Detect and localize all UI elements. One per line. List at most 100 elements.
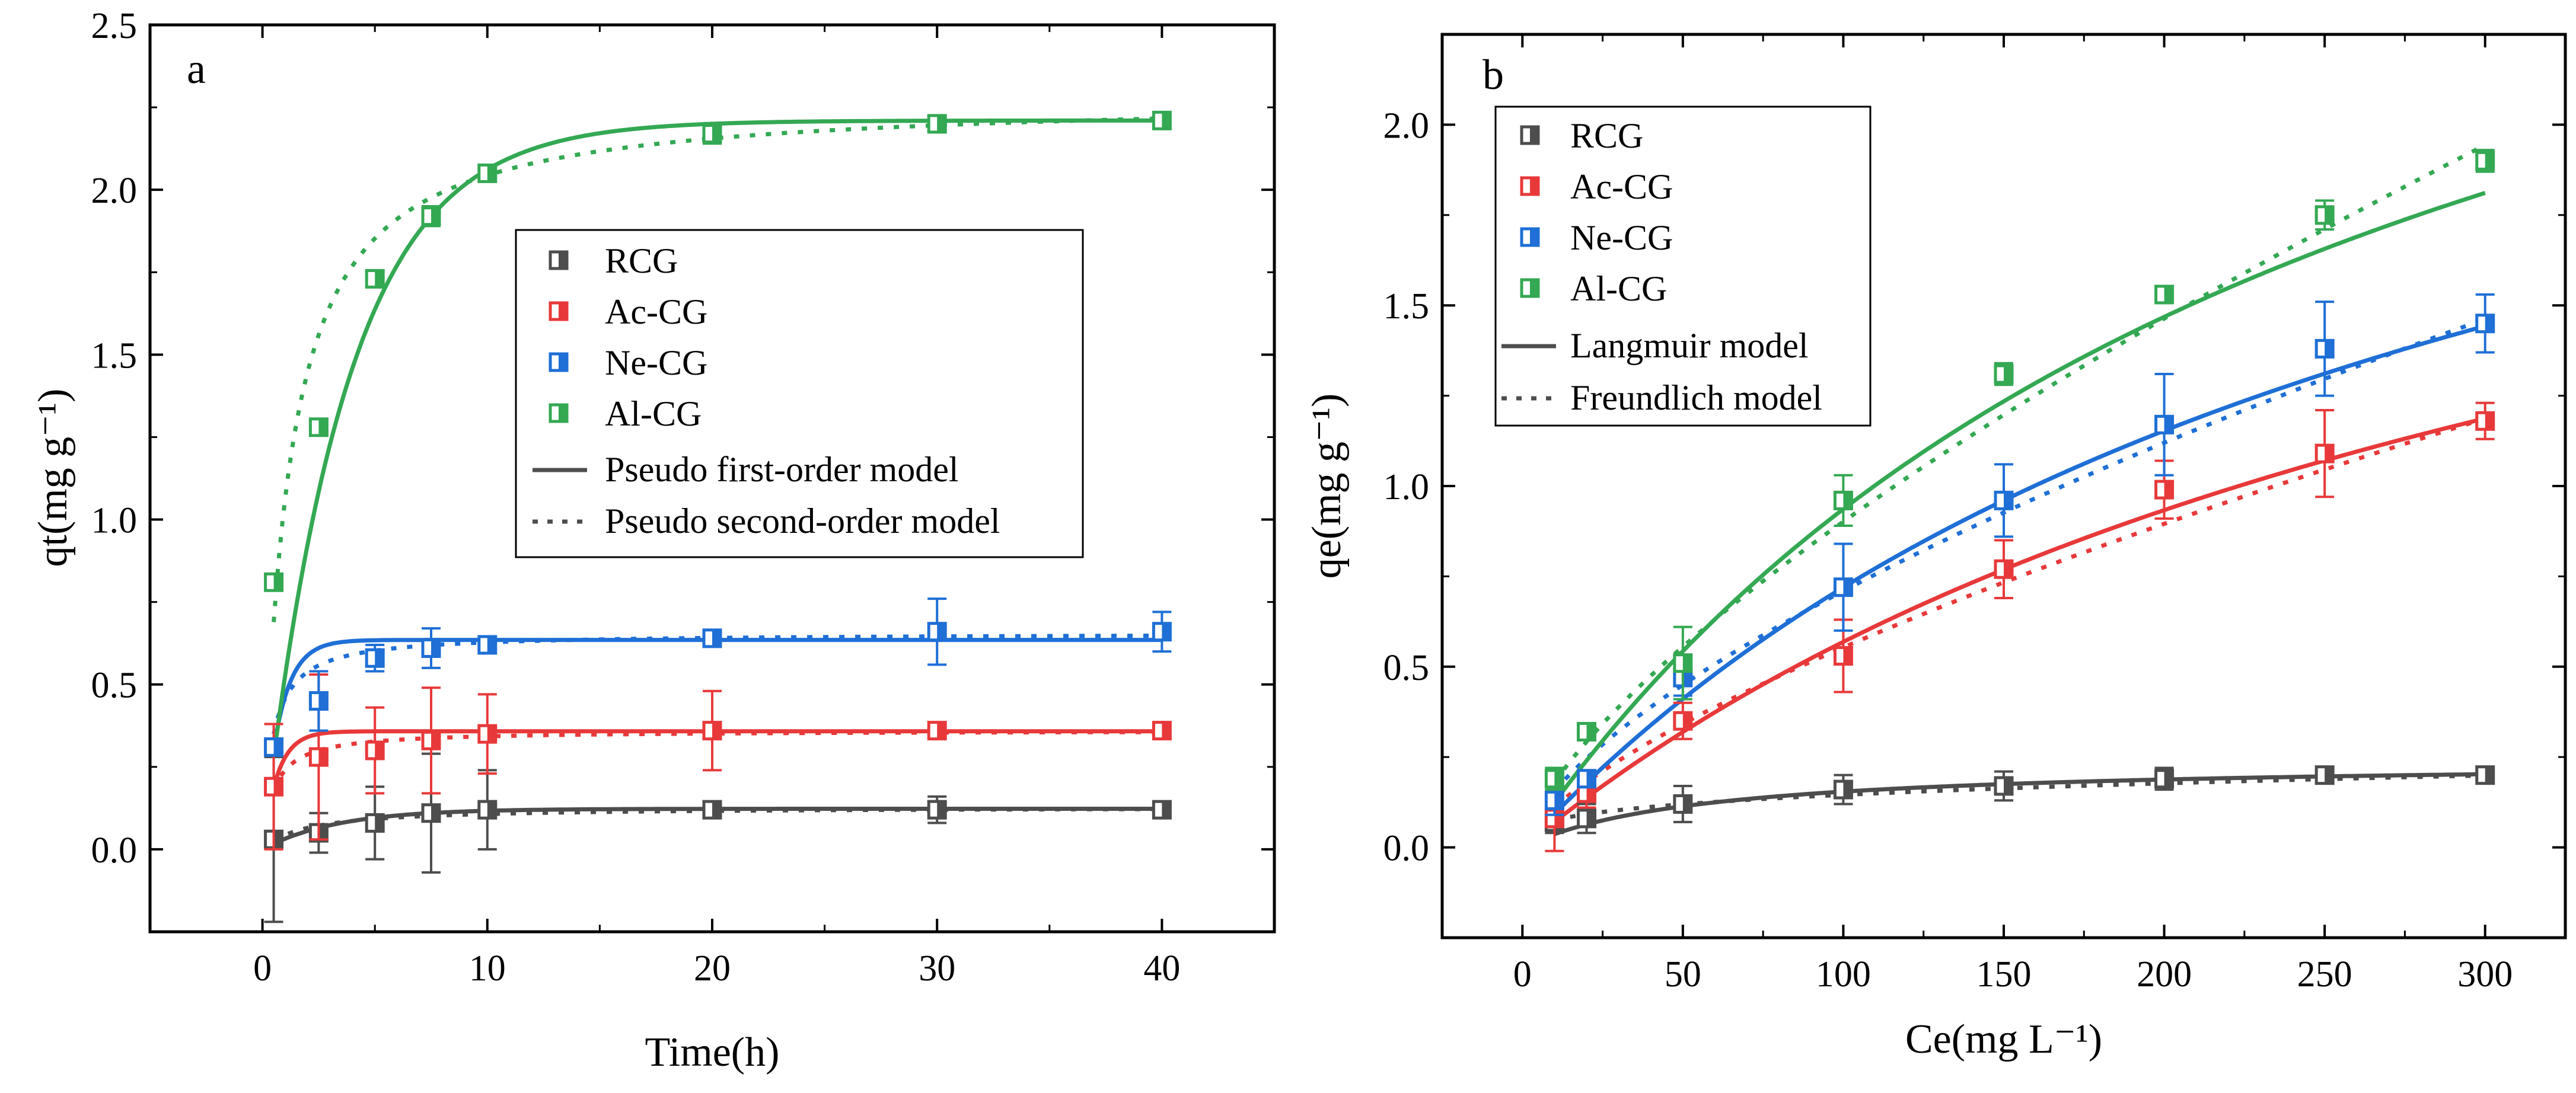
legend-a-label-ac-cg: Ac-CG bbox=[605, 292, 707, 331]
x-tick-label-a-2: 20 bbox=[694, 948, 731, 989]
data-point-fill-b-al-cg-0 bbox=[1554, 770, 1563, 787]
data-point-fill-a-ac-cg-3 bbox=[431, 732, 439, 749]
x-tick-label-a-1: 10 bbox=[469, 948, 506, 989]
data-point-fill-b-ac-cg-7 bbox=[2485, 413, 2494, 430]
legend-b-label-al-cg: Al-CG bbox=[1570, 269, 1667, 308]
data-point-fill-b-rcg-3 bbox=[1843, 781, 1852, 798]
model2-curve-b-rcg bbox=[1554, 773, 2485, 823]
data-point-fill-b-ac-cg-6 bbox=[2325, 445, 2333, 462]
data-point-fill-a-ac-cg-4 bbox=[487, 726, 496, 743]
data-point-fill-b-rcg-2 bbox=[1682, 795, 1691, 813]
x-tick-label-b-2: 100 bbox=[1816, 954, 1871, 995]
legend-a-marker-al-cg-fill bbox=[559, 405, 567, 421]
data-point-fill-a-ac-cg-0 bbox=[273, 778, 282, 795]
data-point-fill-a-al-cg-1 bbox=[318, 418, 327, 436]
data-point-fill-b-ne-cg-0 bbox=[1554, 792, 1563, 809]
model2-curve-a-ne-cg bbox=[272, 633, 1162, 735]
x-tick-label-a-0: 0 bbox=[253, 948, 272, 989]
x-tick-label-b-4: 200 bbox=[2137, 954, 2192, 995]
y-tick-label-b-0: 0.0 bbox=[1383, 829, 1430, 869]
panel-b-chart: b 0 50 100 150 200 250 300 0.0 0.5 1.0 1.5 2.0 Ce(m… bbox=[1304, 33, 2567, 1062]
panel-b-legend-frame bbox=[1494, 106, 1872, 427]
x-tick-label-b-1: 50 bbox=[1665, 954, 1701, 995]
data-point-fill-b-al-cg-3 bbox=[1843, 492, 1852, 509]
legend-a-marker-rcg-fill bbox=[559, 252, 567, 269]
panel-b-data-points bbox=[1544, 149, 2495, 852]
data-point-fill-b-ne-cg-1 bbox=[1586, 770, 1595, 787]
data-point-fill-a-rcg-4 bbox=[487, 801, 496, 819]
panel-b-x-axis-title: Ce(mg L⁻¹) bbox=[1905, 1017, 2102, 1062]
data-point-fill-a-al-cg-6 bbox=[937, 115, 946, 132]
data-point-fill-b-al-cg-1 bbox=[1586, 723, 1595, 740]
x-tick-label-a-4: 40 bbox=[1143, 948, 1180, 989]
data-point-fill-a-al-cg-7 bbox=[1162, 112, 1171, 129]
y-tick-label-b-2: 1.0 bbox=[1383, 467, 1430, 507]
series-a-ne-cg bbox=[264, 597, 1172, 757]
legend-a-label-rcg: RCG bbox=[605, 241, 678, 280]
data-point-fill-a-ne-cg-2 bbox=[375, 650, 384, 667]
data-point-fill-b-rcg-7 bbox=[2485, 766, 2494, 784]
legend-b-label-ne-cg: Ne-CG bbox=[1570, 218, 1673, 257]
panel-b-axis-ticks: 0 50 100 150 200 250 300 0.0 0.5 1.0 1.5 2.0 bbox=[1383, 34, 2565, 995]
legend-b-label-langmuir: Langmuir model bbox=[1570, 326, 1809, 365]
panel-a-axis-ticks: 0 10 20 30 40 0.0 0.5 1.0 1.5 2.0 2.5 bbox=[91, 6, 1274, 989]
panel-a-chart: a 0 10 20 30 40 0.0 0.5 1.0 1.5 2.0 2.5 Time(h) qt… bbox=[30, 6, 1276, 1075]
data-point-fill-a-ne-cg-4 bbox=[487, 636, 496, 653]
legend-a-label-second-order: Pseudo second-order model bbox=[605, 501, 1000, 541]
legend-b-label-freundlich: Freundlich model bbox=[1570, 378, 1822, 417]
data-point-fill-b-ne-cg-5 bbox=[2164, 416, 2173, 433]
data-point-fill-a-rcg-6 bbox=[937, 801, 946, 819]
data-point-fill-a-ne-cg-0 bbox=[273, 739, 282, 756]
panel-b-letter: b bbox=[1483, 51, 1504, 98]
data-point-fill-b-al-cg-2 bbox=[1682, 654, 1691, 672]
model2-curve-b-ne-cg bbox=[1552, 317, 2486, 792]
y-tick-label-a-4: 2.0 bbox=[91, 171, 138, 211]
data-point-fill-b-rcg-1 bbox=[1586, 810, 1595, 827]
panel-a-x-axis-title: Time(h) bbox=[645, 1030, 780, 1075]
y-tick-label-a-0: 0.0 bbox=[91, 830, 138, 871]
data-point-fill-a-ne-cg-6 bbox=[937, 623, 946, 640]
data-point-fill-a-ne-cg-1 bbox=[318, 692, 327, 710]
data-point-fill-b-al-cg-5 bbox=[2164, 286, 2173, 303]
data-point-fill-a-ne-cg-7 bbox=[1162, 623, 1171, 640]
data-point-fill-b-ne-cg-3 bbox=[1843, 579, 1852, 596]
data-point-fill-b-ne-cg-7 bbox=[2485, 315, 2494, 332]
data-point-fill-a-rcg-2 bbox=[375, 814, 384, 832]
data-point-fill-a-ne-cg-5 bbox=[712, 629, 720, 647]
data-point-fill-a-ac-cg-2 bbox=[375, 742, 384, 759]
series-a-rcg bbox=[264, 752, 1172, 923]
data-point-fill-b-ne-cg-2 bbox=[1682, 669, 1691, 686]
legend-b-marker-ac-cg-fill bbox=[1530, 178, 1538, 194]
series-a-ac-cg bbox=[264, 673, 1172, 851]
data-point-fill-b-ne-cg-6 bbox=[2325, 340, 2333, 357]
x-tick-label-b-6: 300 bbox=[2457, 954, 2513, 995]
data-point-fill-a-al-cg-3 bbox=[431, 207, 439, 225]
data-point-fill-b-al-cg-7 bbox=[2485, 152, 2494, 170]
legend-a-marker-ne-cg-fill bbox=[559, 354, 567, 370]
data-point-fill-b-rcg-5 bbox=[2164, 770, 2173, 787]
model1-curve-b-ac-cg bbox=[1553, 416, 2486, 824]
data-point-fill-b-al-cg-6 bbox=[2325, 206, 2333, 223]
data-point-fill-a-al-cg-4 bbox=[487, 165, 496, 182]
y-tick-label-a-1: 0.5 bbox=[91, 666, 138, 706]
legend-b-label-ac-cg: Ac-CG bbox=[1570, 167, 1673, 206]
panel-b-model-curves bbox=[1552, 143, 2486, 836]
x-tick-label-b-3: 150 bbox=[1976, 954, 2032, 995]
y-tick-label-a-5: 2.5 bbox=[91, 6, 138, 46]
series-b-ac-cg bbox=[1544, 401, 2495, 852]
data-point-fill-b-ac-cg-4 bbox=[2004, 561, 2012, 578]
legend-b-marker-rcg-fill bbox=[1530, 127, 1538, 143]
data-point-fill-b-rcg-4 bbox=[2004, 777, 2012, 794]
data-point-fill-a-ac-cg-6 bbox=[937, 722, 946, 739]
data-point-fill-a-rcg-5 bbox=[712, 801, 720, 819]
model2-curve-b-ac-cg bbox=[1553, 416, 2486, 809]
data-point-fill-a-al-cg-5 bbox=[712, 125, 720, 142]
y-tick-label-a-3: 1.5 bbox=[91, 335, 138, 376]
data-point-fill-a-ac-cg-7 bbox=[1162, 722, 1171, 739]
x-tick-label-a-3: 30 bbox=[919, 948, 955, 989]
y-tick-label-b-4: 2.0 bbox=[1383, 106, 1430, 146]
data-point-fill-a-al-cg-2 bbox=[375, 270, 384, 287]
legend-a-label-ne-cg: Ne-CG bbox=[605, 343, 707, 382]
y-tick-label-a-2: 1.0 bbox=[91, 501, 138, 541]
